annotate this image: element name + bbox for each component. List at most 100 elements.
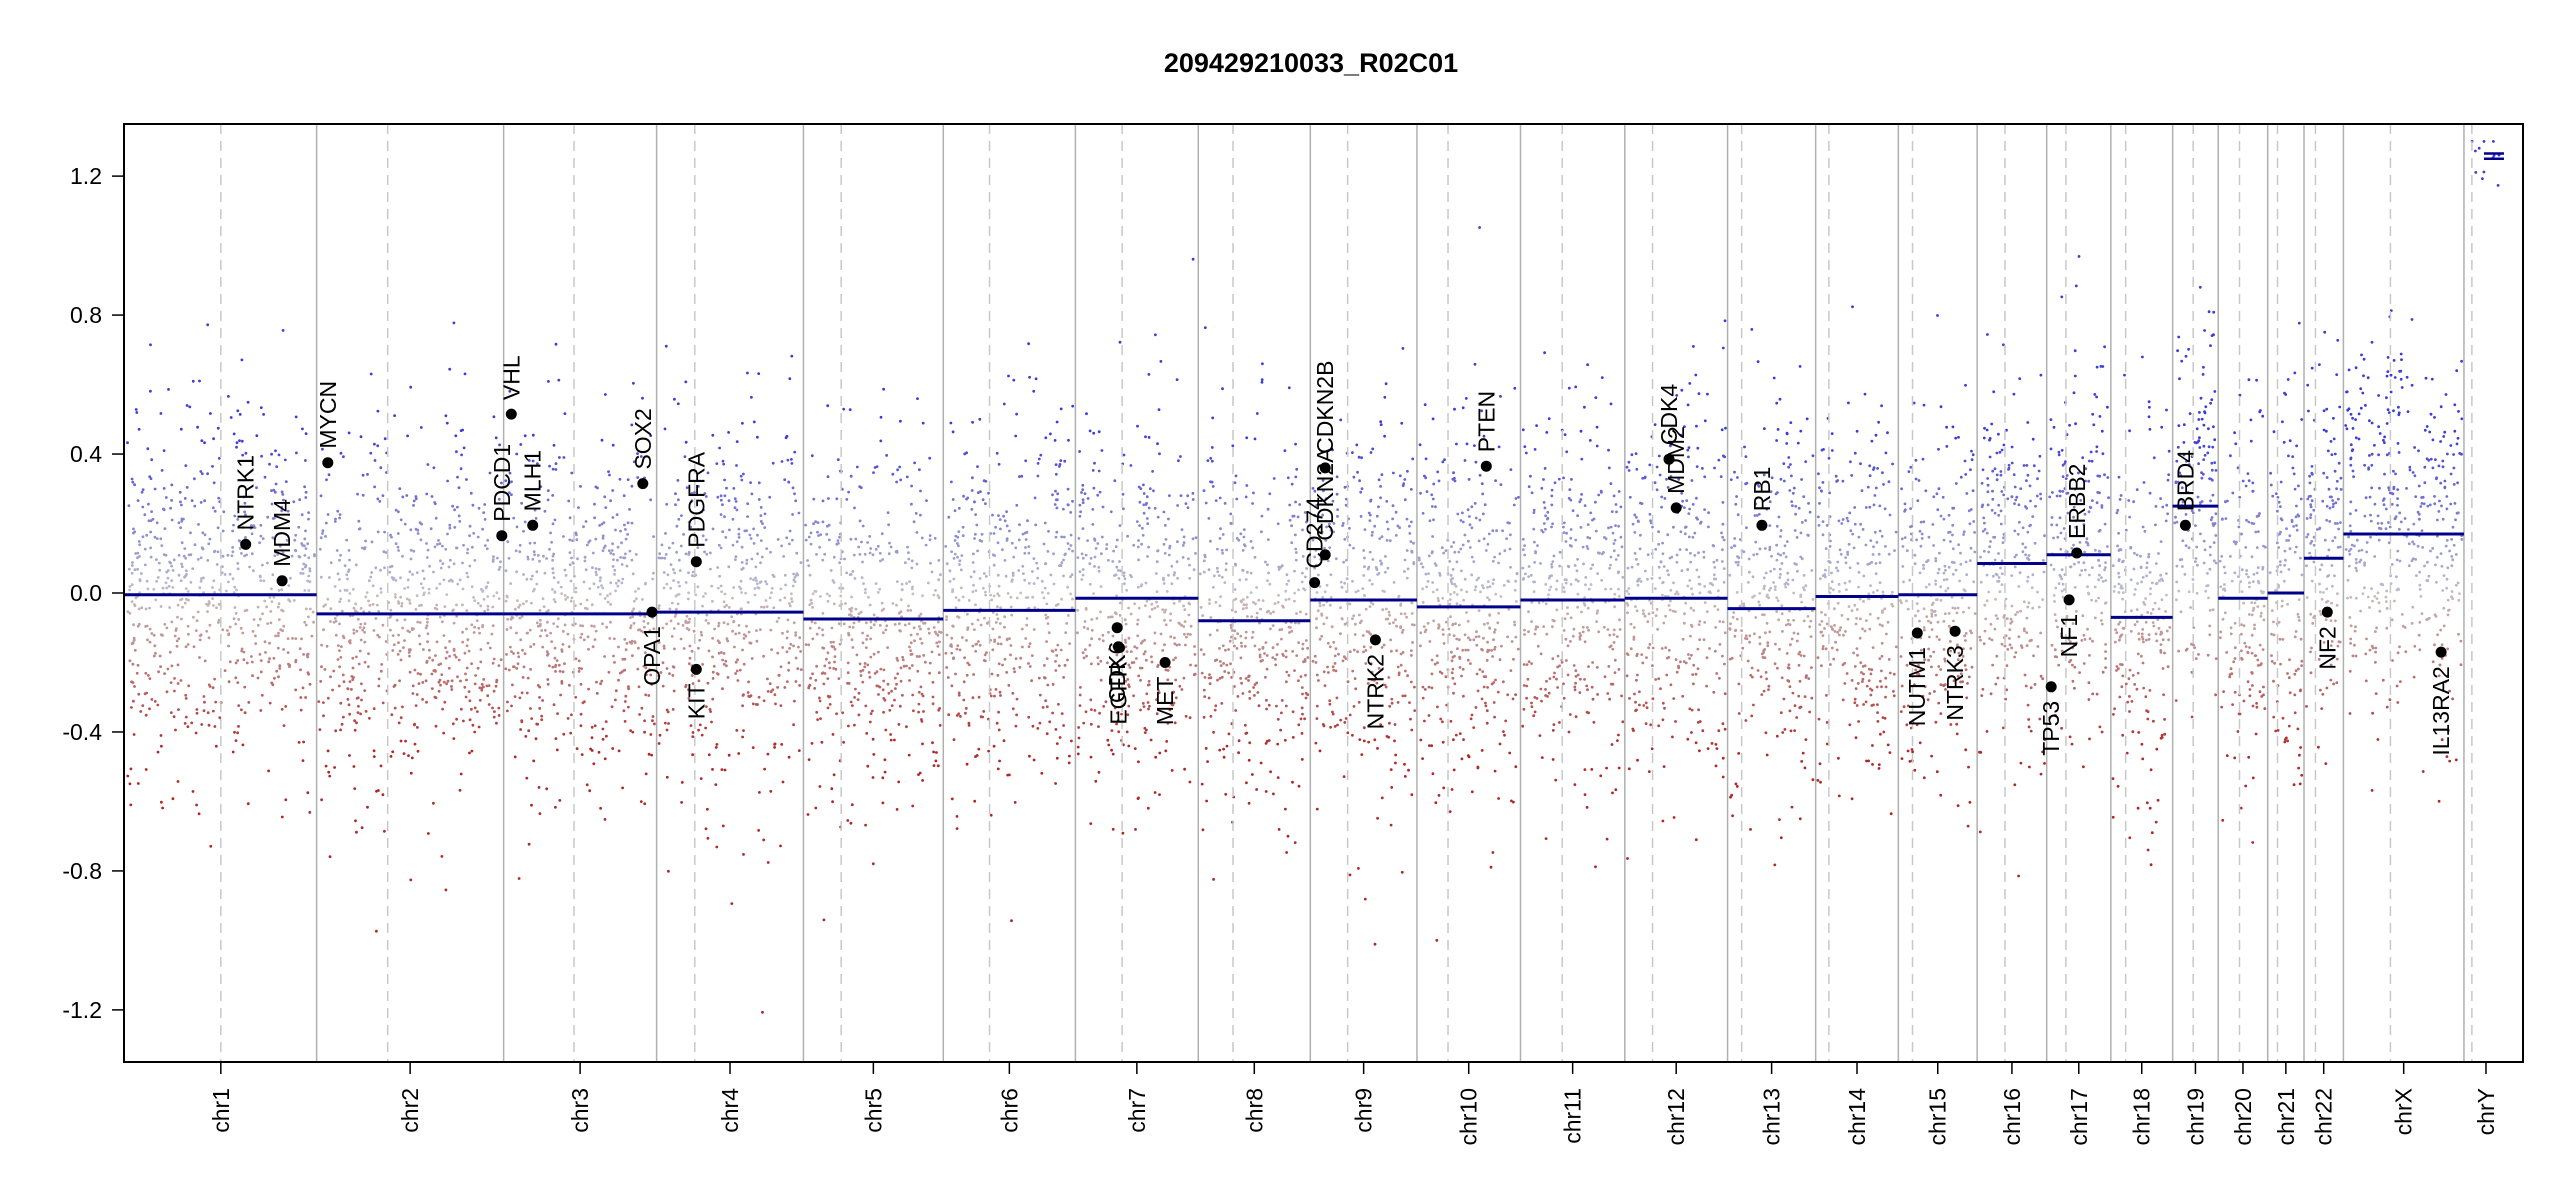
probe-dot bbox=[592, 762, 596, 766]
probe-dot bbox=[1410, 654, 1413, 657]
probe-dot bbox=[1383, 434, 1386, 438]
probe-dot bbox=[662, 644, 666, 648]
probe-dot bbox=[160, 544, 164, 547]
probe-dot bbox=[1340, 586, 1344, 589]
probe-dot bbox=[206, 472, 210, 476]
probe-dot bbox=[838, 561, 841, 565]
probe-dot bbox=[1504, 719, 1508, 723]
probe-dot bbox=[277, 618, 281, 621]
probe-dot bbox=[399, 595, 403, 599]
probe-dot bbox=[375, 594, 379, 598]
probe-dot bbox=[1092, 431, 1096, 435]
probe-dot bbox=[884, 628, 888, 632]
probe-dot bbox=[149, 389, 152, 393]
probe-dot bbox=[313, 554, 316, 558]
probe-dot bbox=[982, 572, 986, 575]
probe-dot bbox=[1271, 646, 1275, 650]
probe-dot bbox=[872, 471, 875, 474]
probe-dot bbox=[1021, 564, 1025, 568]
probe-dot bbox=[231, 550, 235, 554]
probe-dot bbox=[413, 668, 417, 672]
probe-dot bbox=[1544, 527, 1547, 531]
probe-dot bbox=[1584, 576, 1588, 579]
probe-dot bbox=[1493, 628, 1497, 632]
probe-dot bbox=[1005, 524, 1009, 528]
probe-dot bbox=[1306, 693, 1310, 697]
probe-dot bbox=[1410, 612, 1414, 615]
probe-dot bbox=[1020, 627, 1024, 631]
probe-dot bbox=[1581, 545, 1585, 549]
probe-dot bbox=[1428, 519, 1432, 523]
probe-dot bbox=[1588, 536, 1592, 540]
probe-dot bbox=[318, 728, 322, 731]
probe-dot bbox=[697, 485, 700, 488]
probe-dot bbox=[1158, 751, 1162, 755]
probe-dot bbox=[869, 637, 872, 641]
probe-dot bbox=[1536, 625, 1540, 629]
probe-dot bbox=[586, 635, 590, 639]
probe-dot bbox=[1472, 638, 1476, 642]
probe-dot bbox=[158, 568, 162, 572]
probe-dot bbox=[1459, 519, 1463, 522]
probe-dot bbox=[415, 571, 419, 574]
probe-dot bbox=[633, 599, 636, 603]
probe-dot bbox=[1214, 704, 1218, 708]
probe-dot bbox=[1554, 778, 1558, 782]
probe-dot bbox=[606, 594, 609, 598]
probe-dot bbox=[1401, 484, 1405, 488]
probe-dot bbox=[1078, 450, 1081, 453]
probe-dot bbox=[1255, 788, 1258, 791]
probe-dot bbox=[1587, 587, 1591, 591]
probe-dot bbox=[866, 541, 869, 544]
probe-dot bbox=[1432, 482, 1436, 486]
probe-dot bbox=[523, 652, 527, 656]
probe-dot bbox=[908, 679, 911, 682]
probe-dot bbox=[476, 710, 479, 713]
probe-dot bbox=[370, 571, 374, 574]
probe-dot bbox=[997, 462, 1001, 466]
probe-dot bbox=[945, 615, 948, 618]
probe-dot bbox=[448, 523, 452, 527]
probe-dot bbox=[1267, 609, 1270, 613]
probe-dot bbox=[571, 539, 574, 542]
probe-dot bbox=[1502, 584, 1506, 587]
probe-dot bbox=[1462, 694, 1465, 698]
probe-dot bbox=[391, 649, 395, 652]
probe-dot bbox=[1486, 596, 1489, 599]
probe-dot bbox=[1019, 656, 1023, 660]
probe-dot bbox=[921, 742, 924, 746]
probe-dot bbox=[1455, 637, 1459, 641]
probe-dot bbox=[353, 728, 357, 732]
probe-dot bbox=[1497, 561, 1500, 565]
probe-dot bbox=[1100, 449, 1104, 452]
probe-dot bbox=[1032, 557, 1036, 560]
probe-dot bbox=[1475, 672, 1479, 676]
probe-dot bbox=[338, 578, 341, 581]
probe-dot bbox=[1551, 618, 1555, 622]
probe-dot bbox=[799, 650, 802, 653]
probe-dot bbox=[1514, 579, 1517, 583]
probe-dot bbox=[629, 626, 632, 630]
probe-dot bbox=[1508, 547, 1512, 551]
probe-dot bbox=[849, 537, 853, 541]
probe-dot bbox=[661, 626, 665, 630]
probe-dot bbox=[1143, 638, 1146, 642]
probe-dot bbox=[394, 542, 398, 546]
probe-dot bbox=[1234, 709, 1238, 712]
probe-dot bbox=[1555, 588, 1558, 591]
probe-dot bbox=[952, 557, 956, 560]
probe-dot bbox=[895, 480, 898, 484]
probe-dot bbox=[1219, 660, 1222, 663]
probe-dot bbox=[1466, 508, 1470, 512]
probe-dot bbox=[1221, 533, 1225, 536]
probe-dot bbox=[1442, 786, 1446, 790]
probe-dot bbox=[746, 691, 750, 694]
probe-dot bbox=[1478, 226, 1481, 229]
probe-dot bbox=[363, 547, 366, 551]
probe-dot bbox=[446, 479, 449, 483]
probe-dot bbox=[837, 622, 841, 626]
probe-dot bbox=[1368, 519, 1372, 522]
probe-dot bbox=[810, 742, 814, 745]
probe-dot bbox=[652, 535, 655, 538]
probe-dot bbox=[350, 688, 353, 691]
